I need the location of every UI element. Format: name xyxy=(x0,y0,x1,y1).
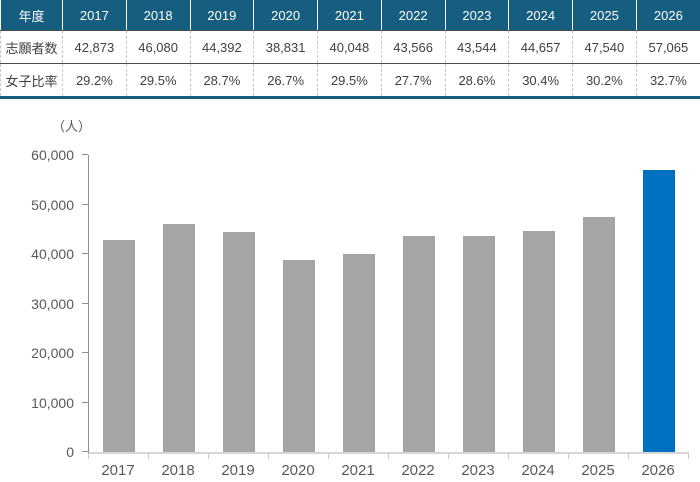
y-axis-tick xyxy=(82,253,88,254)
table-cell-applicants-2025: 47,540 xyxy=(572,30,637,64)
x-axis-label-2024: 2024 xyxy=(521,462,555,479)
y-axis-tick xyxy=(82,303,88,304)
year-header-2026: 2026 xyxy=(635,0,700,31)
x-axis-label-2018: 2018 xyxy=(161,462,195,479)
bar-2025 xyxy=(583,217,615,452)
table-cell-applicants-2024: 44,657 xyxy=(508,30,573,64)
x-axis-tick xyxy=(628,454,629,459)
x-axis-label-2017: 2017 xyxy=(101,462,135,479)
x-axis-tick xyxy=(88,454,89,459)
year-header-2020: 2020 xyxy=(253,0,318,31)
table-cell-female-ratio-2026: 32.7% xyxy=(635,63,700,98)
table-row-applicants: 志願者数 42,873 46,080 44,392 38,831 40,048 43,566… xyxy=(0,30,700,64)
table-cell-applicants-2022: 43,566 xyxy=(380,30,445,64)
table-cell-female-ratio-2024: 30.4% xyxy=(508,63,573,98)
bar-2023 xyxy=(463,236,495,452)
y-axis-tick xyxy=(82,402,88,403)
applicants-table: 年度 2017 2018 2019 2020 2021 2022 2023 2024 2025 2… xyxy=(0,0,700,99)
table-cell-female-ratio-2019: 28.7% xyxy=(189,63,254,98)
year-header-2017: 2017 xyxy=(62,0,127,31)
x-axis-tick xyxy=(448,454,449,459)
y-axis-unit-label: （人） xyxy=(52,119,92,134)
x-axis-label-2025: 2025 xyxy=(581,462,615,479)
table-cell-female-ratio-2020: 26.7% xyxy=(253,63,318,98)
year-header-2025: 2025 xyxy=(572,0,637,31)
table-cell-applicants-2026: 57,065 xyxy=(635,30,700,64)
x-axis-tick xyxy=(688,454,689,459)
y-axis-tick xyxy=(82,451,88,452)
y-tick-label: 50,000 xyxy=(31,197,74,213)
bar-2017 xyxy=(103,240,135,452)
x-axis-label-2023: 2023 xyxy=(461,462,495,479)
bar-2019 xyxy=(223,232,255,452)
x-axis-tick xyxy=(148,454,149,459)
year-header-2022: 2022 xyxy=(380,0,445,31)
row-label-applicants: 志願者数 xyxy=(0,30,63,64)
y-axis-tick xyxy=(82,352,88,353)
bar-2026 xyxy=(643,170,675,452)
year-header-2018: 2018 xyxy=(125,0,190,31)
table-cell-applicants-2017: 42,873 xyxy=(62,30,127,64)
y-axis-tick xyxy=(82,154,88,155)
y-axis-tick xyxy=(82,204,88,205)
x-axis-label-2021: 2021 xyxy=(341,462,375,479)
y-tick-label: 10,000 xyxy=(31,395,74,411)
y-tick-label: 60,000 xyxy=(31,147,74,163)
y-tick-label: 20,000 xyxy=(31,345,74,361)
x-axis-tick xyxy=(328,454,329,459)
plot-area xyxy=(88,155,689,454)
table-cell-female-ratio-2018: 29.5% xyxy=(125,63,190,98)
x-axis-tick xyxy=(508,454,509,459)
bar-2021 xyxy=(343,254,375,452)
table-cell-female-ratio-2025: 30.2% xyxy=(572,63,637,98)
bar-2018 xyxy=(163,224,195,452)
x-axis-label-2020: 2020 xyxy=(281,462,315,479)
table-cell-female-ratio-2023: 28.6% xyxy=(444,63,509,98)
x-axis-label-2026: 2026 xyxy=(641,462,675,479)
x-axis-label-2022: 2022 xyxy=(401,462,435,479)
table-cell-applicants-2021: 40,048 xyxy=(317,30,382,64)
table-cell-applicants-2018: 46,080 xyxy=(125,30,190,64)
x-axis-label-2019: 2019 xyxy=(221,462,255,479)
table-cell-applicants-2023: 43,544 xyxy=(444,30,509,64)
x-axis-tick xyxy=(208,454,209,459)
x-axis-tick xyxy=(388,454,389,459)
year-header-2019: 2019 xyxy=(189,0,254,31)
year-header-2023: 2023 xyxy=(444,0,509,31)
row-label-female-ratio: 女子比率 xyxy=(0,63,63,98)
x-axis-tick xyxy=(568,454,569,459)
bar-2020 xyxy=(283,260,315,452)
table-cell-female-ratio-2022: 27.7% xyxy=(380,63,445,98)
y-tick-label: 30,000 xyxy=(31,296,74,312)
year-header-label: 年度 xyxy=(0,0,63,31)
table-header-row: 年度 2017 2018 2019 2020 2021 2022 2023 2024 2025 2… xyxy=(0,0,700,31)
table-cell-applicants-2019: 44,392 xyxy=(189,30,254,64)
x-axis-tick xyxy=(268,454,269,459)
table-cell-female-ratio-2017: 29.2% xyxy=(62,63,127,98)
year-header-2024: 2024 xyxy=(508,0,573,31)
y-tick-label: 40,000 xyxy=(31,246,74,262)
applicants-bar-chart: （人） 0 10,000 20,000 30,000 40,000 50,000 60,00… xyxy=(0,110,700,482)
year-header-2021: 2021 xyxy=(317,0,382,31)
bar-2022 xyxy=(403,236,435,452)
bar-2024 xyxy=(523,231,555,452)
table-cell-female-ratio-2021: 29.5% xyxy=(317,63,382,98)
y-tick-label: 0 xyxy=(66,444,74,460)
table-cell-applicants-2020: 38,831 xyxy=(253,30,318,64)
table-row-female-ratio: 女子比率 29.2% 29.5% 28.7% 26.7% 29.5% 27.7% 28.6% 3… xyxy=(0,63,700,98)
